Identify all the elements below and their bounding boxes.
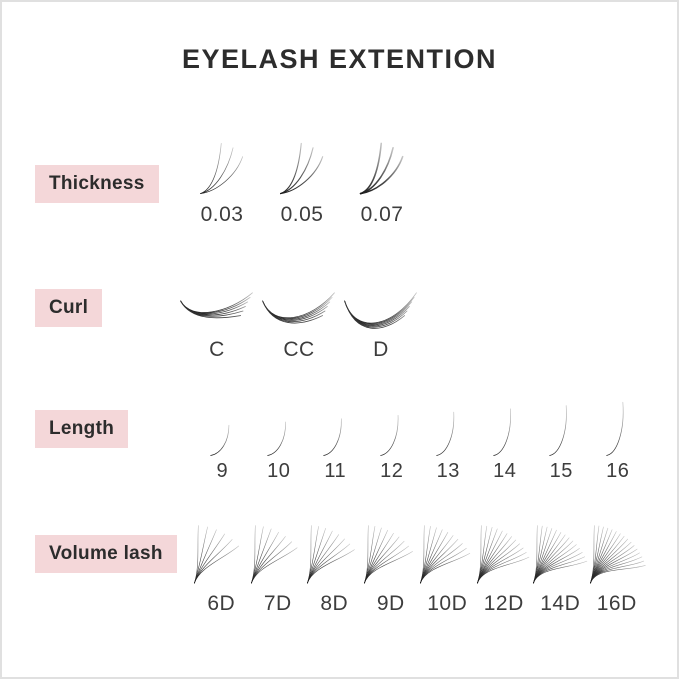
curl-item: D — [340, 290, 422, 362]
lash-cluster-icon — [359, 142, 404, 195]
volume-value-label: 7D — [263, 592, 292, 615]
volume-fan-icon — [250, 525, 298, 584]
volume-value-label: 9D — [376, 592, 405, 615]
length-item: 14 — [477, 400, 534, 483]
thickness-value-label: 0.07 — [360, 203, 404, 226]
volume-item: 16D — [589, 516, 646, 616]
curl-value-label: C — [209, 338, 225, 361]
single-lash-icon — [606, 401, 624, 456]
volume-item: 6D — [193, 516, 250, 616]
length-item: 10 — [251, 400, 308, 483]
single-lash-icon — [380, 415, 399, 456]
volume-fan-icon — [194, 525, 240, 584]
single-lash-icon — [549, 405, 567, 456]
length-value-label: 16 — [606, 460, 630, 482]
curl-swoosh-icon — [262, 292, 335, 324]
volume-item: 14D — [532, 516, 589, 616]
volume-item: 7D — [250, 516, 307, 616]
length-item: 13 — [420, 400, 477, 483]
volume-lash-badge: Volume lash — [35, 535, 177, 573]
thickness-badge: Thickness — [35, 165, 159, 203]
curl-swoosh-icon — [180, 292, 253, 319]
volume-value-label: 12D — [483, 592, 524, 615]
thickness-item: 0.07 — [342, 136, 422, 227]
volume-fan-icon — [420, 525, 471, 584]
length-badge: Length — [35, 410, 129, 448]
length-items: 9 10 11 12 13 14 15 16 — [194, 400, 646, 483]
length-item: 12 — [364, 400, 421, 483]
length-item: 11 — [307, 400, 364, 483]
single-lash-icon — [210, 424, 230, 456]
single-lash-icon — [493, 408, 511, 456]
volume-item: 9D — [363, 516, 420, 616]
thickness-item: 0.05 — [262, 136, 342, 227]
thickness-item: 0.03 — [182, 136, 262, 227]
volume-value-label: 14D — [540, 592, 581, 615]
length-value-label: 14 — [493, 460, 517, 482]
thickness-value-label: 0.03 — [200, 203, 244, 226]
curl-swoosh-icon — [344, 292, 417, 329]
curl-item: C — [176, 290, 258, 362]
thickness-value-label: 0.05 — [280, 203, 324, 226]
volume-value-label: 6D — [207, 592, 236, 615]
length-item: 15 — [533, 400, 590, 483]
volume-lash-items: 6D 7D 8D 9D 10D 12D 14D 16D — [193, 516, 646, 616]
volume-fan-icon — [533, 525, 588, 584]
lash-cluster-icon — [200, 143, 244, 194]
single-lash-icon — [323, 418, 342, 456]
curl-value-label: D — [373, 338, 389, 361]
lash-cluster-icon — [280, 142, 324, 195]
volume-item: 8D — [306, 516, 363, 616]
length-item: 9 — [194, 400, 251, 483]
volume-fan-icon — [307, 525, 355, 584]
volume-fan-icon — [589, 525, 646, 584]
thickness-items: 0.03 0.05 0.07 — [182, 136, 422, 227]
curl-item: CC — [258, 290, 340, 362]
volume-fan-icon — [476, 525, 530, 584]
curl-value-label: CC — [283, 338, 315, 361]
volume-value-label: 8D — [320, 592, 349, 615]
length-value-label: 15 — [549, 460, 573, 482]
length-value-label: 9 — [216, 460, 229, 482]
length-value-label: 13 — [436, 460, 460, 482]
volume-fan-icon — [363, 525, 413, 584]
length-item: 16 — [590, 400, 647, 483]
volume-item: 12D — [476, 516, 533, 616]
single-lash-icon — [267, 421, 286, 456]
curl-badge: Curl — [35, 289, 103, 327]
length-value-label: 10 — [267, 460, 291, 482]
length-value-label: 11 — [324, 460, 347, 482]
length-value-label: 12 — [380, 460, 404, 482]
single-lash-icon — [436, 411, 455, 456]
page-title: EYELASH EXTENTION — [181, 44, 498, 74]
curl-items: C CC D — [176, 290, 422, 362]
volume-value-label: 16D — [596, 592, 637, 615]
volume-value-label: 10D — [427, 592, 468, 615]
volume-item: 10D — [419, 516, 476, 616]
